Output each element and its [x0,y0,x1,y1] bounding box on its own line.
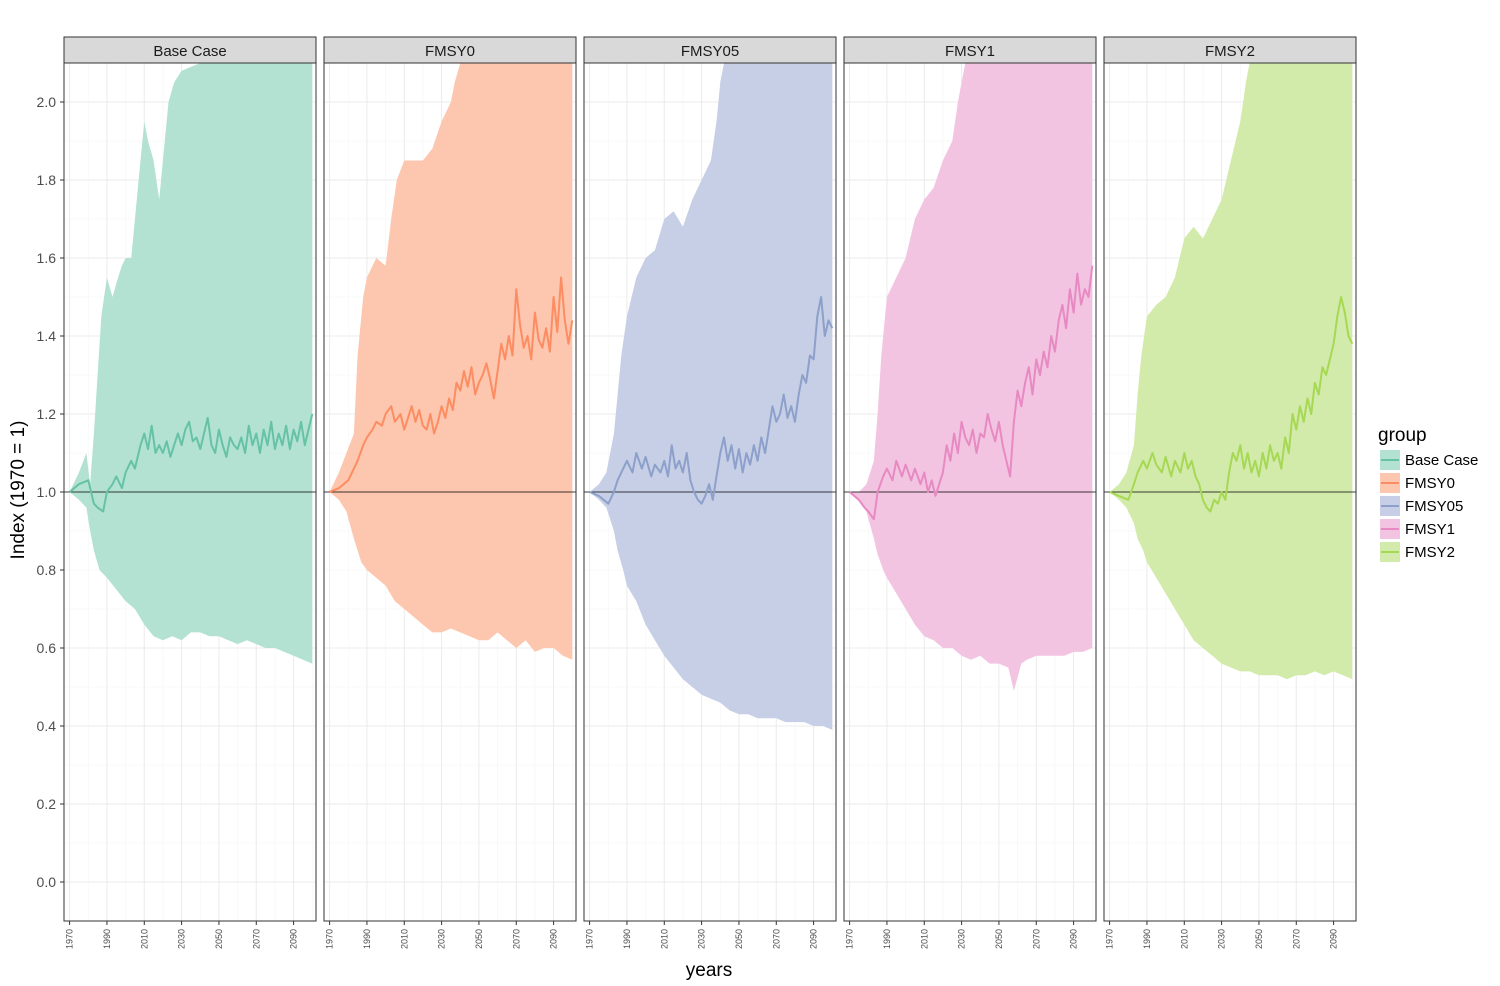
x-tick-label: 2050 [734,929,744,949]
panel-border [1103,62,1357,922]
ribbon-band [69,63,313,664]
x-tick-label: 2090 [1069,929,1079,949]
legend-label: FMSY2 [1405,544,1455,561]
x-tick-label: 1970 [1105,929,1115,949]
y-tick-label: 0.2 [37,796,57,812]
legend-item: FMSY2 [1380,542,1455,562]
x-tick-label: 2030 [177,929,187,949]
x-axis-title: years [686,960,732,981]
x-tick-label: 2070 [1031,929,1041,949]
x-tick-label: 2090 [1329,929,1339,949]
x-tick-label: 1970 [585,929,595,949]
panel-strip-label: FMSY05 [681,43,739,60]
x-tick-label: 2030 [437,929,447,949]
y-tick-label: 0.4 [37,718,57,734]
ribbon-band [329,63,573,660]
median-line [589,296,834,505]
legend-item: FMSY0 [1380,473,1455,493]
y-tick-label: 1.8 [37,172,57,188]
y-axis: 0.0 0.2 0.4 0.6 0.8 1.0 1.2 1.4 1.6 1.8 2.0 [37,94,64,890]
panel-base-case: Base Case 1970 1990 2010 2030 2050 2070 2090 [63,36,317,949]
y-tick-label: 1.2 [37,406,57,422]
legend-label: FMSY0 [1405,475,1455,492]
panel-strip [843,36,1097,64]
median-line [848,265,1094,521]
panel-border [843,62,1097,922]
x-tick-label: 1970 [845,929,855,949]
y-tick-label: 0.8 [37,562,57,578]
legend-label: FMSY05 [1405,498,1463,515]
x-tick-label: 1990 [1142,929,1152,949]
x-tick-label: 2070 [1291,929,1301,949]
y-tick-label: 0.6 [37,640,57,656]
x-tick-label: 2050 [1254,929,1264,949]
legend-label: Base Case [1405,452,1478,469]
panel-strip [583,36,837,64]
y-axis-title: Index (1970 = 1) [8,421,29,560]
legend-item: FMSY1 [1380,519,1455,539]
panel-fmsy05: FMSY05 1970 1990 2010 2030 2050 2070 2090 [583,36,837,949]
panel-border [583,62,837,922]
x-tick-label: 1970 [325,929,335,949]
panel-strip [63,36,317,64]
legend: group Base Case FMSY0 FMSY05 FMSY1 FMSY2 [1378,425,1478,562]
median-line [329,276,574,493]
panel-strip [1103,36,1357,64]
panel-strip-label: Base Case [153,43,226,60]
x-tick-label: 2010 [919,929,929,949]
x-tick-label: 1990 [102,929,112,949]
x-tick-label: 2070 [511,929,521,949]
legend-item: Base Case [1380,450,1478,470]
x-tick-label: 2030 [957,929,967,949]
x-tick-label: 1970 [65,929,75,949]
x-tick-label: 2070 [251,929,261,949]
median-line [1109,296,1354,513]
panel-strip-label: FMSY0 [425,43,475,60]
y-tick-label: 1.6 [37,250,57,266]
x-tick-label: 1990 [882,929,892,949]
legend-item: FMSY05 [1380,496,1463,516]
panel-fmsy0: FMSY0 1970 1990 2010 2030 2050 2070 2090 [323,36,577,949]
x-tick-label: 2010 [139,929,149,949]
legend-title: group [1378,425,1427,446]
panel-border [323,62,577,922]
x-tick-label: 2090 [549,929,559,949]
panel-fmsy2: FMSY2 1970 1990 2010 2030 2050 2070 2090 [1103,36,1357,949]
panel-strip-label: FMSY2 [1205,43,1255,60]
ribbon-band [849,63,1093,691]
y-tick-label: 0.0 [37,874,57,890]
x-tick-label: 2070 [771,929,781,949]
panel-strip [323,36,577,64]
x-tick-label: 2030 [697,929,707,949]
y-tick-label: 1.4 [37,328,57,344]
x-tick-label: 2010 [399,929,409,949]
x-tick-label: 2010 [1179,929,1189,949]
x-tick-label: 1990 [622,929,632,949]
ribbon-band [1109,63,1353,680]
x-tick-label: 2050 [474,929,484,949]
median-line [68,413,314,513]
x-tick-label: 2090 [809,929,819,949]
x-tick-label: 1990 [362,929,372,949]
x-tick-label: 2090 [289,929,299,949]
legend-label: FMSY1 [1405,521,1455,538]
y-tick-label: 2.0 [37,94,57,110]
panel-fmsy1: FMSY1 1970 1990 2010 2030 2050 2070 2090 [843,36,1097,949]
x-tick-label: 2050 [214,929,224,949]
x-tick-label: 2030 [1217,929,1227,949]
panel-strip-label: FMSY1 [945,43,995,60]
ribbon-band [589,63,833,730]
y-tick-label: 1.0 [37,484,57,500]
x-tick-label: 2010 [659,929,669,949]
x-tick-label: 2050 [994,929,1004,949]
